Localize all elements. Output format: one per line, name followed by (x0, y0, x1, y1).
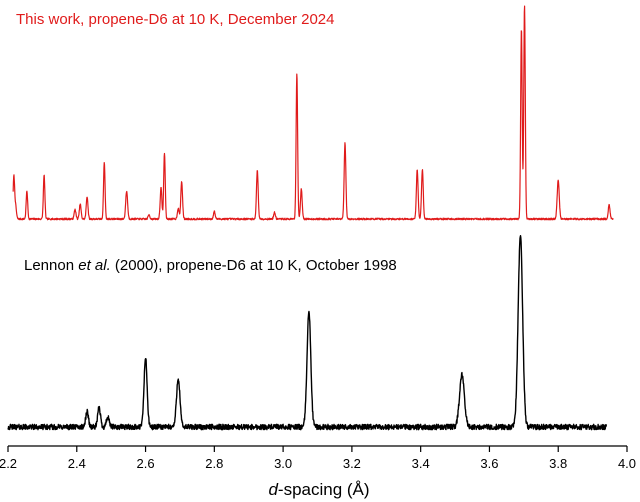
series-label-black: Lennon et al. (2000), propene-D6 at 10 K… (24, 257, 397, 274)
series-line-black (7, 235, 608, 431)
x-axis-label: d-spacing (Å) (268, 480, 369, 499)
x-axis-ticks: 2.2 2.4 2.6 2.8 3.0 3.2 3.4 3.6 3.8 4.0 (0, 446, 636, 471)
x-tick-label: 3.2 (343, 456, 361, 471)
x-axis-label-rest: -spacing (Å) (278, 480, 370, 499)
x-tick-label: 4.0 (618, 456, 636, 471)
series-label-black-pre: Lennon (24, 257, 78, 274)
x-tick-label: 2.8 (205, 456, 223, 471)
x-tick-label: 3.4 (412, 456, 430, 471)
series-line-red (12, 5, 614, 221)
series-label-red: This work, propene-D6 at 10 K, December … (16, 11, 335, 28)
x-axis: 2.2 2.4 2.6 2.8 3.0 3.2 3.4 3.6 3.8 4.0 d-spacing… (0, 445, 636, 499)
plot-area: This work, propene-D6 at 10 K, December … (7, 5, 614, 431)
series-label-red-text: This work, propene-D6 at 10 K, December … (16, 11, 335, 28)
x-tick-label: 3.0 (274, 456, 292, 471)
x-tick-label: 3.6 (480, 456, 498, 471)
series-label-black-italic: et al. (78, 257, 111, 274)
x-axis-label-italic: d (268, 480, 278, 499)
x-tick-label: 2.2 (0, 456, 17, 471)
x-tick-label: 3.8 (549, 456, 567, 471)
series-label-black-post: (2000), propene-D6 at 10 K, October 1998 (111, 257, 397, 274)
x-tick-label: 2.6 (137, 456, 155, 471)
x-tick-label: 2.4 (68, 456, 86, 471)
